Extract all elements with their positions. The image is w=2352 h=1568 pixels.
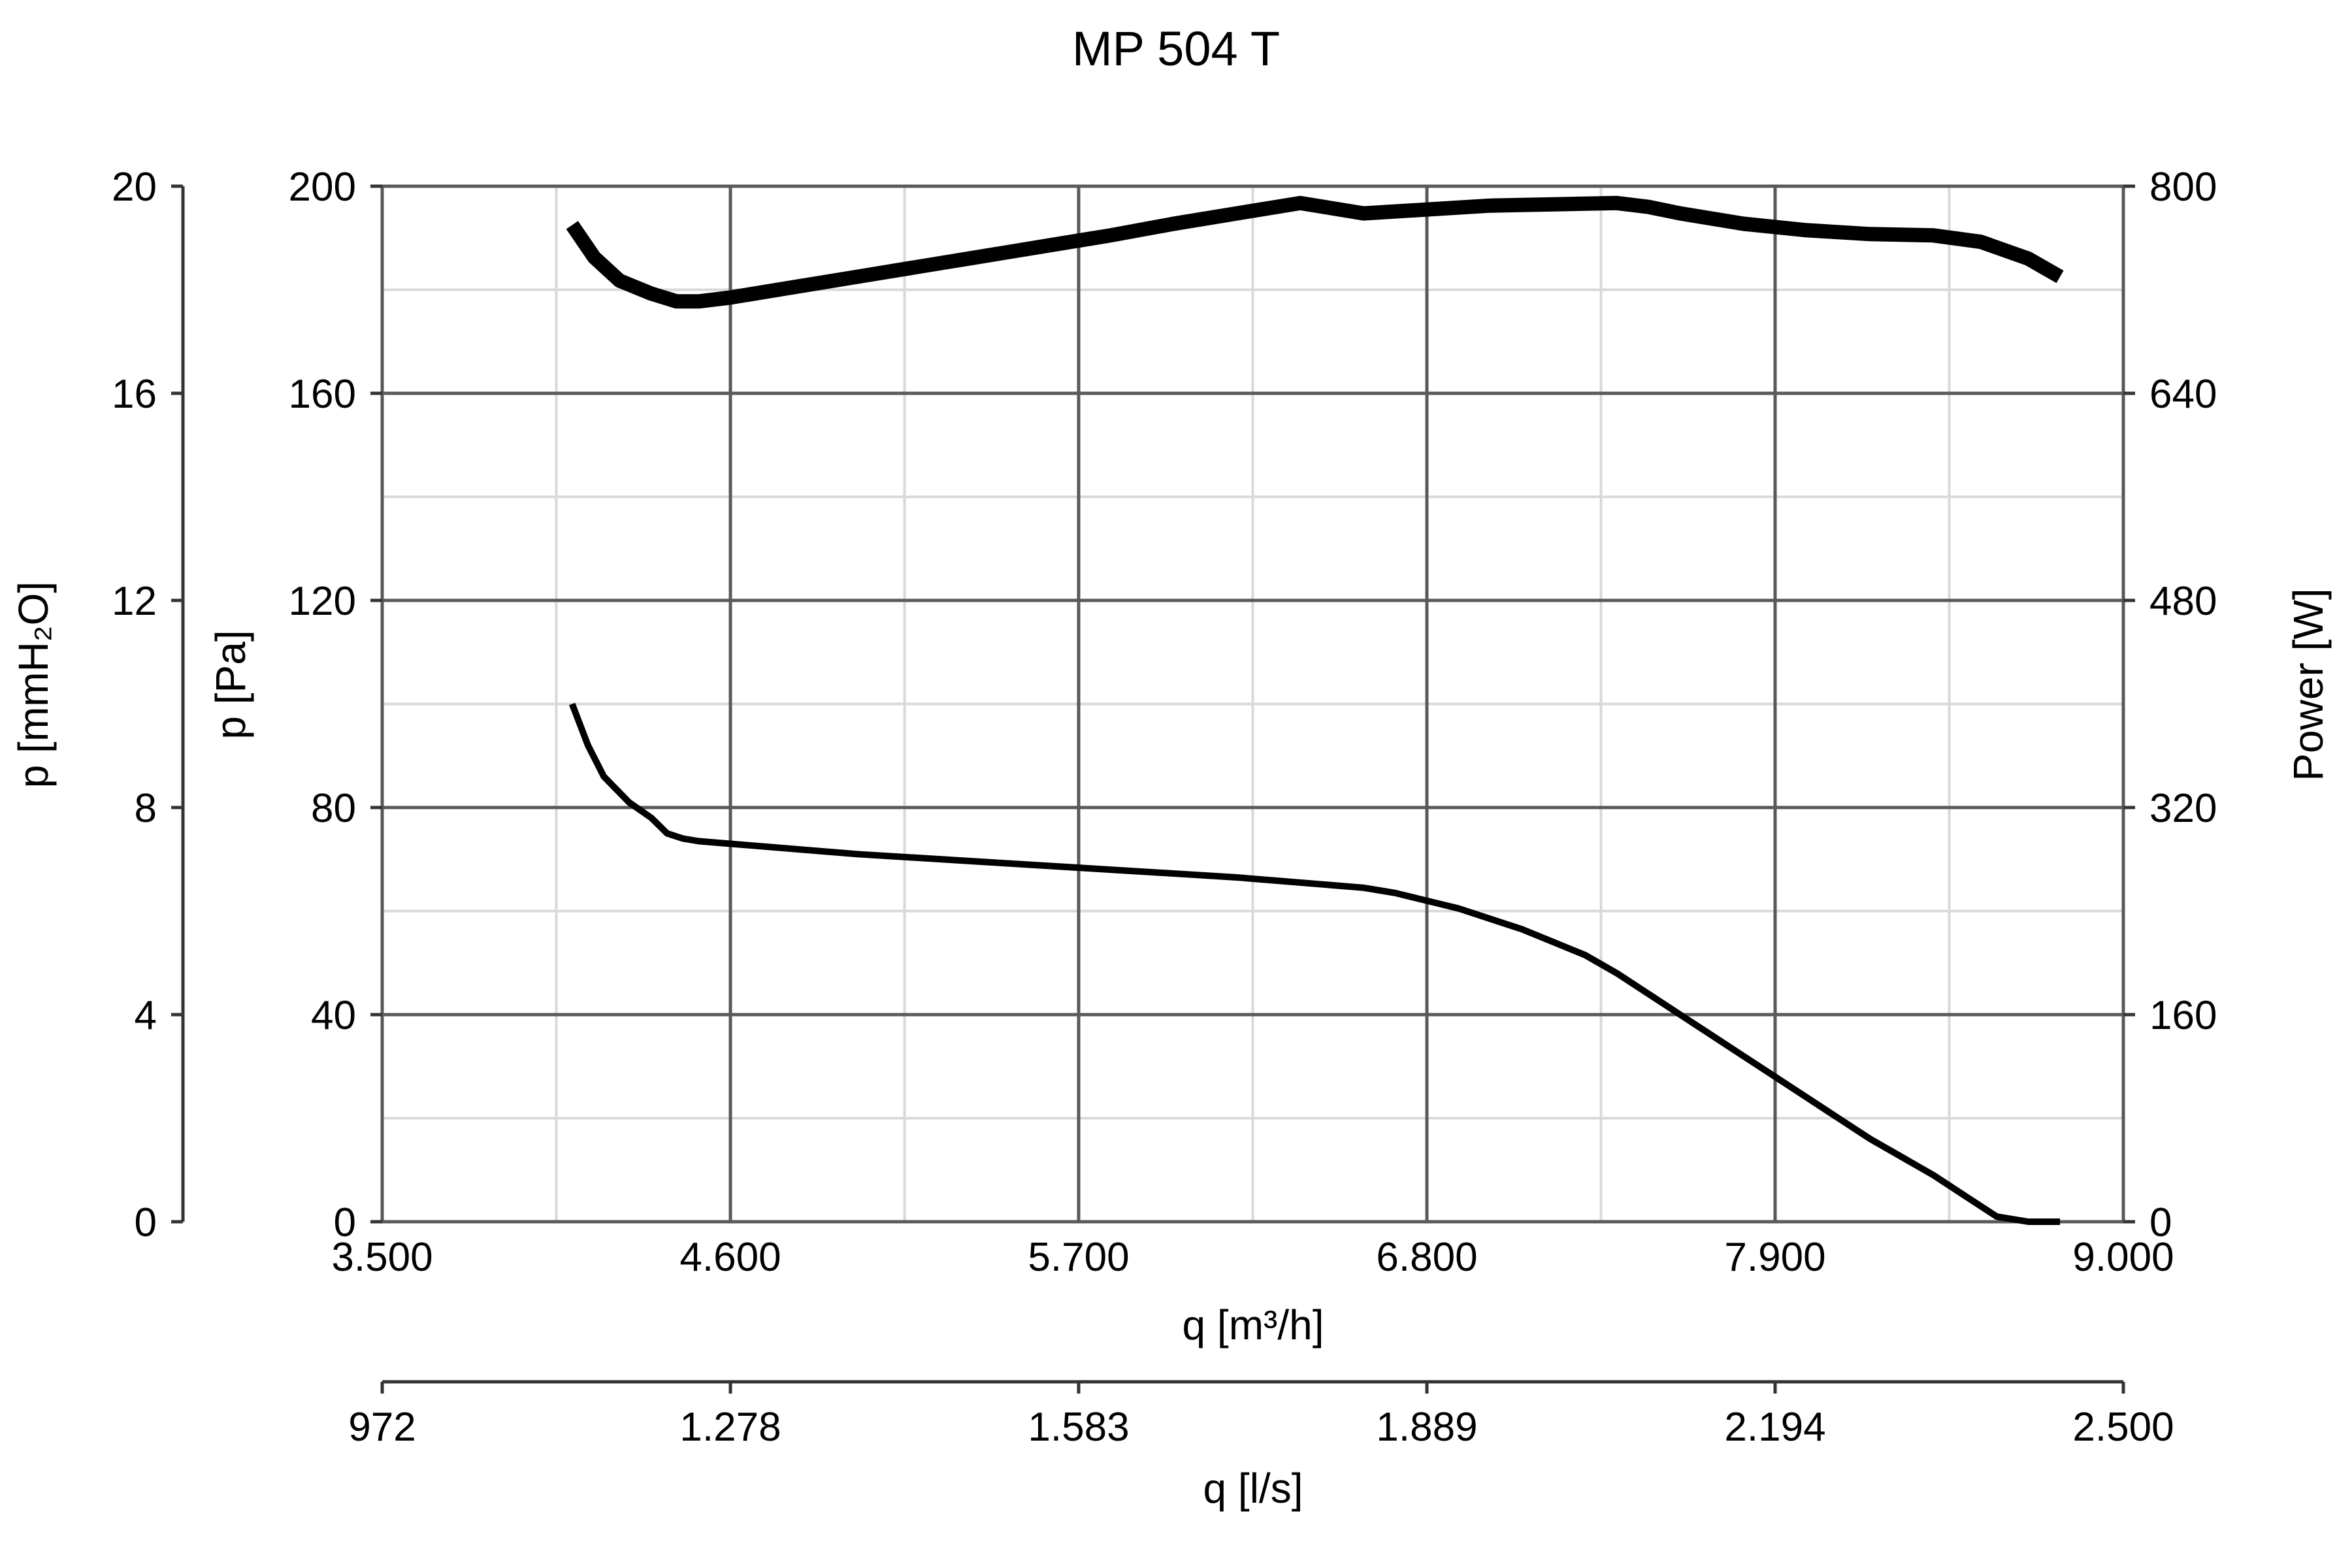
y2-tick-label: 480 [2149, 579, 2217, 624]
x2-tick-label: 1.583 [1028, 1405, 1129, 1450]
x2-tick-label: 2.500 [2072, 1405, 2174, 1450]
y-tick-label: 80 [311, 786, 356, 831]
y-tick-label: 160 [289, 372, 356, 417]
x2-tick-label: 972 [348, 1405, 416, 1450]
minor-grid [382, 186, 2123, 1222]
y2-tick-label: 800 [2149, 165, 2217, 210]
y2-tick-label: 160 [2149, 993, 2217, 1038]
y-axis-label: p [Pa] [207, 630, 254, 739]
y2-tick-label: 640 [2149, 372, 2217, 417]
y-tick-label: 0 [334, 1200, 356, 1245]
x2-axis-label: q [l/s] [1203, 1465, 1303, 1512]
y-tick-label: 120 [289, 579, 356, 624]
axes [171, 184, 2135, 1394]
x-tick-label: 3.500 [331, 1235, 433, 1280]
tick-labels: 3.500 4.600 5.700 6.800 7.900 9.000 972 1.278 1.… [112, 165, 2217, 1450]
y-outer-axis-label: p [mmH₂O] [10, 581, 57, 788]
series-layer [566, 195, 2064, 1225]
y-outer-tick-label: 8 [135, 786, 157, 831]
pressure-curve-line [569, 702, 2061, 1225]
y-tick-label: 200 [289, 165, 356, 210]
major-grid [380, 184, 2125, 1224]
x-tick-label: 4.600 [679, 1235, 781, 1280]
x-axis-label: q [m³/h] [1183, 1301, 1324, 1348]
chart-title: MP 504 T [1072, 22, 1280, 76]
x2-tick-label: 2.194 [1724, 1405, 1825, 1450]
x2-tick-label: 1.889 [1376, 1405, 1477, 1450]
x-tick-label: 5.700 [1028, 1235, 1129, 1280]
y-tick-label: 40 [311, 993, 356, 1038]
power-curve-line [566, 195, 2064, 309]
y-outer-tick-label: 12 [112, 579, 157, 624]
y2-tick-label: 320 [2149, 786, 2217, 831]
y-outer-tick-label: 0 [135, 1200, 157, 1245]
x2-tick-label: 1.278 [679, 1405, 781, 1450]
y-outer-tick-label: 4 [135, 993, 157, 1038]
y-outer-tick-label: 20 [112, 165, 157, 210]
y2-tick-label: 0 [2149, 1200, 2172, 1245]
x-tick-label: 9.000 [2072, 1235, 2174, 1280]
x-tick-label: 6.800 [1376, 1235, 1477, 1280]
y-outer-tick-label: 16 [112, 372, 157, 417]
y2-axis-label: Power [W] [2285, 588, 2332, 781]
x-tick-label: 7.900 [1724, 1235, 1825, 1280]
